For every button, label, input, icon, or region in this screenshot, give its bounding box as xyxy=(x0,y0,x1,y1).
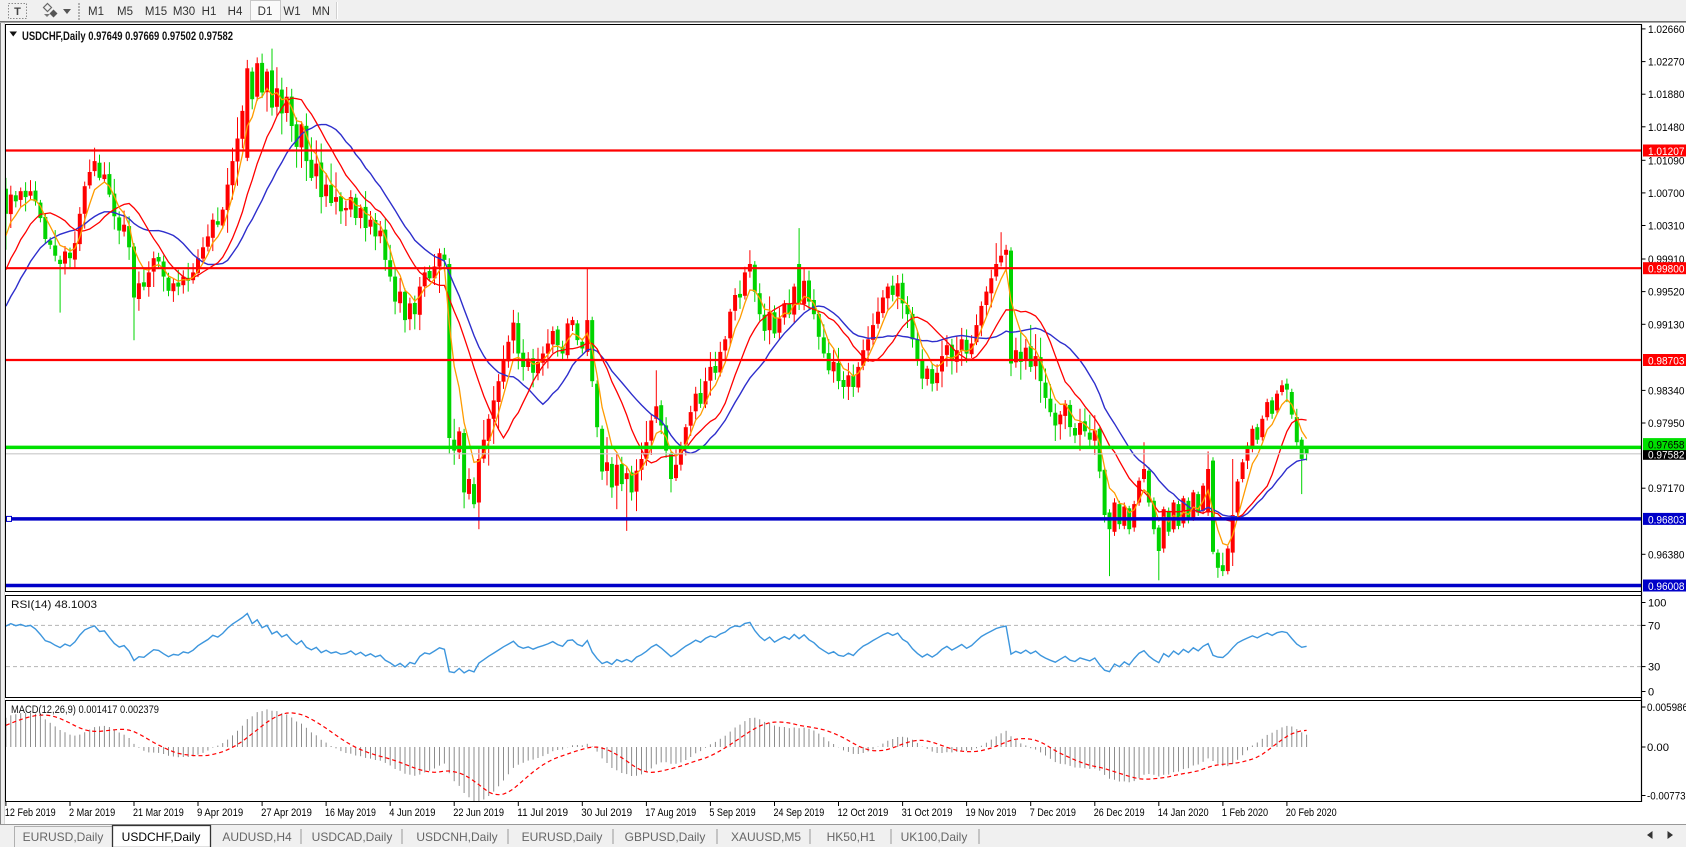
svg-text:D1: D1 xyxy=(258,6,273,18)
svg-text:2 Mar 2019: 2 Mar 2019 xyxy=(69,807,115,819)
svg-text:24 Sep 2019: 24 Sep 2019 xyxy=(774,807,825,819)
svg-text:0.98340: 0.98340 xyxy=(1648,385,1685,397)
svg-text:USDCHF,Daily 0.97649 0.97669: USDCHF,Daily 0.97649 0.97669 0.97502 0.9… xyxy=(22,29,233,43)
svg-text:H1: H1 xyxy=(202,6,217,18)
svg-text:H4: H4 xyxy=(228,6,243,18)
svg-text:M30: M30 xyxy=(173,6,195,18)
svg-text:UK100,Daily: UK100,Daily xyxy=(901,830,968,844)
svg-text:12 Oct 2019: 12 Oct 2019 xyxy=(838,807,889,819)
svg-text:0.97170: 0.97170 xyxy=(1648,483,1685,495)
svg-text:1 Feb 2020: 1 Feb 2020 xyxy=(1222,807,1268,819)
svg-text:-0.007737: -0.007737 xyxy=(1647,791,1686,803)
svg-text:12 Feb 2019: 12 Feb 2019 xyxy=(5,807,56,819)
svg-text:0.98703: 0.98703 xyxy=(1648,356,1685,368)
svg-text:1.00310: 1.00310 xyxy=(1648,221,1685,233)
svg-text:0: 0 xyxy=(1648,687,1654,699)
svg-text:31 Oct 2019: 31 Oct 2019 xyxy=(902,807,953,819)
svg-text:0.99520: 0.99520 xyxy=(1648,287,1685,299)
svg-text:22 Jun 2019: 22 Jun 2019 xyxy=(453,807,504,819)
svg-text:20 Feb 2020: 20 Feb 2020 xyxy=(1286,807,1337,819)
svg-text:USDCHF,Daily: USDCHF,Daily xyxy=(122,830,201,844)
svg-text:EURUSD,Daily: EURUSD,Daily xyxy=(23,830,104,844)
svg-text:0.99130: 0.99130 xyxy=(1648,319,1685,331)
svg-text:4 Jun 2019: 4 Jun 2019 xyxy=(389,807,435,819)
svg-text:0.96803: 0.96803 xyxy=(1648,514,1685,526)
svg-text:1.01090: 1.01090 xyxy=(1648,155,1685,167)
svg-text:0.97582: 0.97582 xyxy=(1648,449,1685,461)
svg-text:16 May 2019: 16 May 2019 xyxy=(325,807,376,819)
svg-text:0.97658: 0.97658 xyxy=(1648,440,1685,452)
svg-text:30: 30 xyxy=(1648,662,1660,674)
svg-text:HK50,H1: HK50,H1 xyxy=(827,830,876,844)
svg-text:T: T xyxy=(14,6,21,18)
svg-text:30 Jul 2019: 30 Jul 2019 xyxy=(581,807,632,819)
svg-text:USDCNH,Daily: USDCNH,Daily xyxy=(416,830,497,844)
svg-text:1.01480: 1.01480 xyxy=(1648,122,1685,134)
svg-text:W1: W1 xyxy=(283,6,300,18)
svg-text:EURUSD,Daily: EURUSD,Daily xyxy=(522,830,603,844)
svg-text:100: 100 xyxy=(1648,598,1666,610)
svg-text:26 Dec 2019: 26 Dec 2019 xyxy=(1094,807,1145,819)
svg-text:1.02660: 1.02660 xyxy=(1648,24,1685,36)
svg-text:M15: M15 xyxy=(145,6,167,18)
svg-text:XAUUSD,M5: XAUUSD,M5 xyxy=(731,830,801,844)
svg-text:11 Jul 2019: 11 Jul 2019 xyxy=(517,807,568,819)
svg-text:0.99800: 0.99800 xyxy=(1648,264,1685,276)
svg-text:RSI(14) 48.1003: RSI(14) 48.1003 xyxy=(11,599,97,611)
svg-text:5 Sep 2019: 5 Sep 2019 xyxy=(709,807,755,819)
svg-text:17 Aug 2019: 17 Aug 2019 xyxy=(645,807,696,819)
svg-text:1.02270: 1.02270 xyxy=(1648,57,1685,69)
svg-text:1.01207: 1.01207 xyxy=(1648,146,1685,158)
svg-text:1.00700: 1.00700 xyxy=(1648,188,1685,200)
svg-text:0.96380: 0.96380 xyxy=(1648,549,1685,561)
svg-text:27 Apr 2019: 27 Apr 2019 xyxy=(261,807,312,819)
svg-text:0.00: 0.00 xyxy=(1647,742,1669,754)
svg-text:0.97950: 0.97950 xyxy=(1648,418,1685,430)
svg-text:9 Apr 2019: 9 Apr 2019 xyxy=(197,807,243,819)
svg-text:GBPUSD,Daily: GBPUSD,Daily xyxy=(625,830,706,844)
svg-text:19 Nov 2019: 19 Nov 2019 xyxy=(966,807,1017,819)
svg-text:AUDUSD,H4: AUDUSD,H4 xyxy=(222,830,292,844)
svg-text:14 Jan 2020: 14 Jan 2020 xyxy=(1158,807,1209,819)
svg-text:0.96008: 0.96008 xyxy=(1648,581,1685,593)
svg-text:MN: MN xyxy=(312,6,330,18)
svg-text:M1: M1 xyxy=(88,6,104,18)
svg-text:USDCAD,Daily: USDCAD,Daily xyxy=(312,830,393,844)
svg-text:70: 70 xyxy=(1648,620,1660,632)
svg-text:MACD(12,26,9) 0.001417 0.00237: MACD(12,26,9) 0.001417 0.002379 xyxy=(11,704,159,716)
svg-text:1.01880: 1.01880 xyxy=(1648,89,1685,101)
svg-text:21 Mar 2019: 21 Mar 2019 xyxy=(133,807,184,819)
svg-text:M5: M5 xyxy=(117,6,133,18)
svg-text:0.005986: 0.005986 xyxy=(1647,702,1686,714)
svg-text:7 Dec 2019: 7 Dec 2019 xyxy=(1030,807,1076,819)
